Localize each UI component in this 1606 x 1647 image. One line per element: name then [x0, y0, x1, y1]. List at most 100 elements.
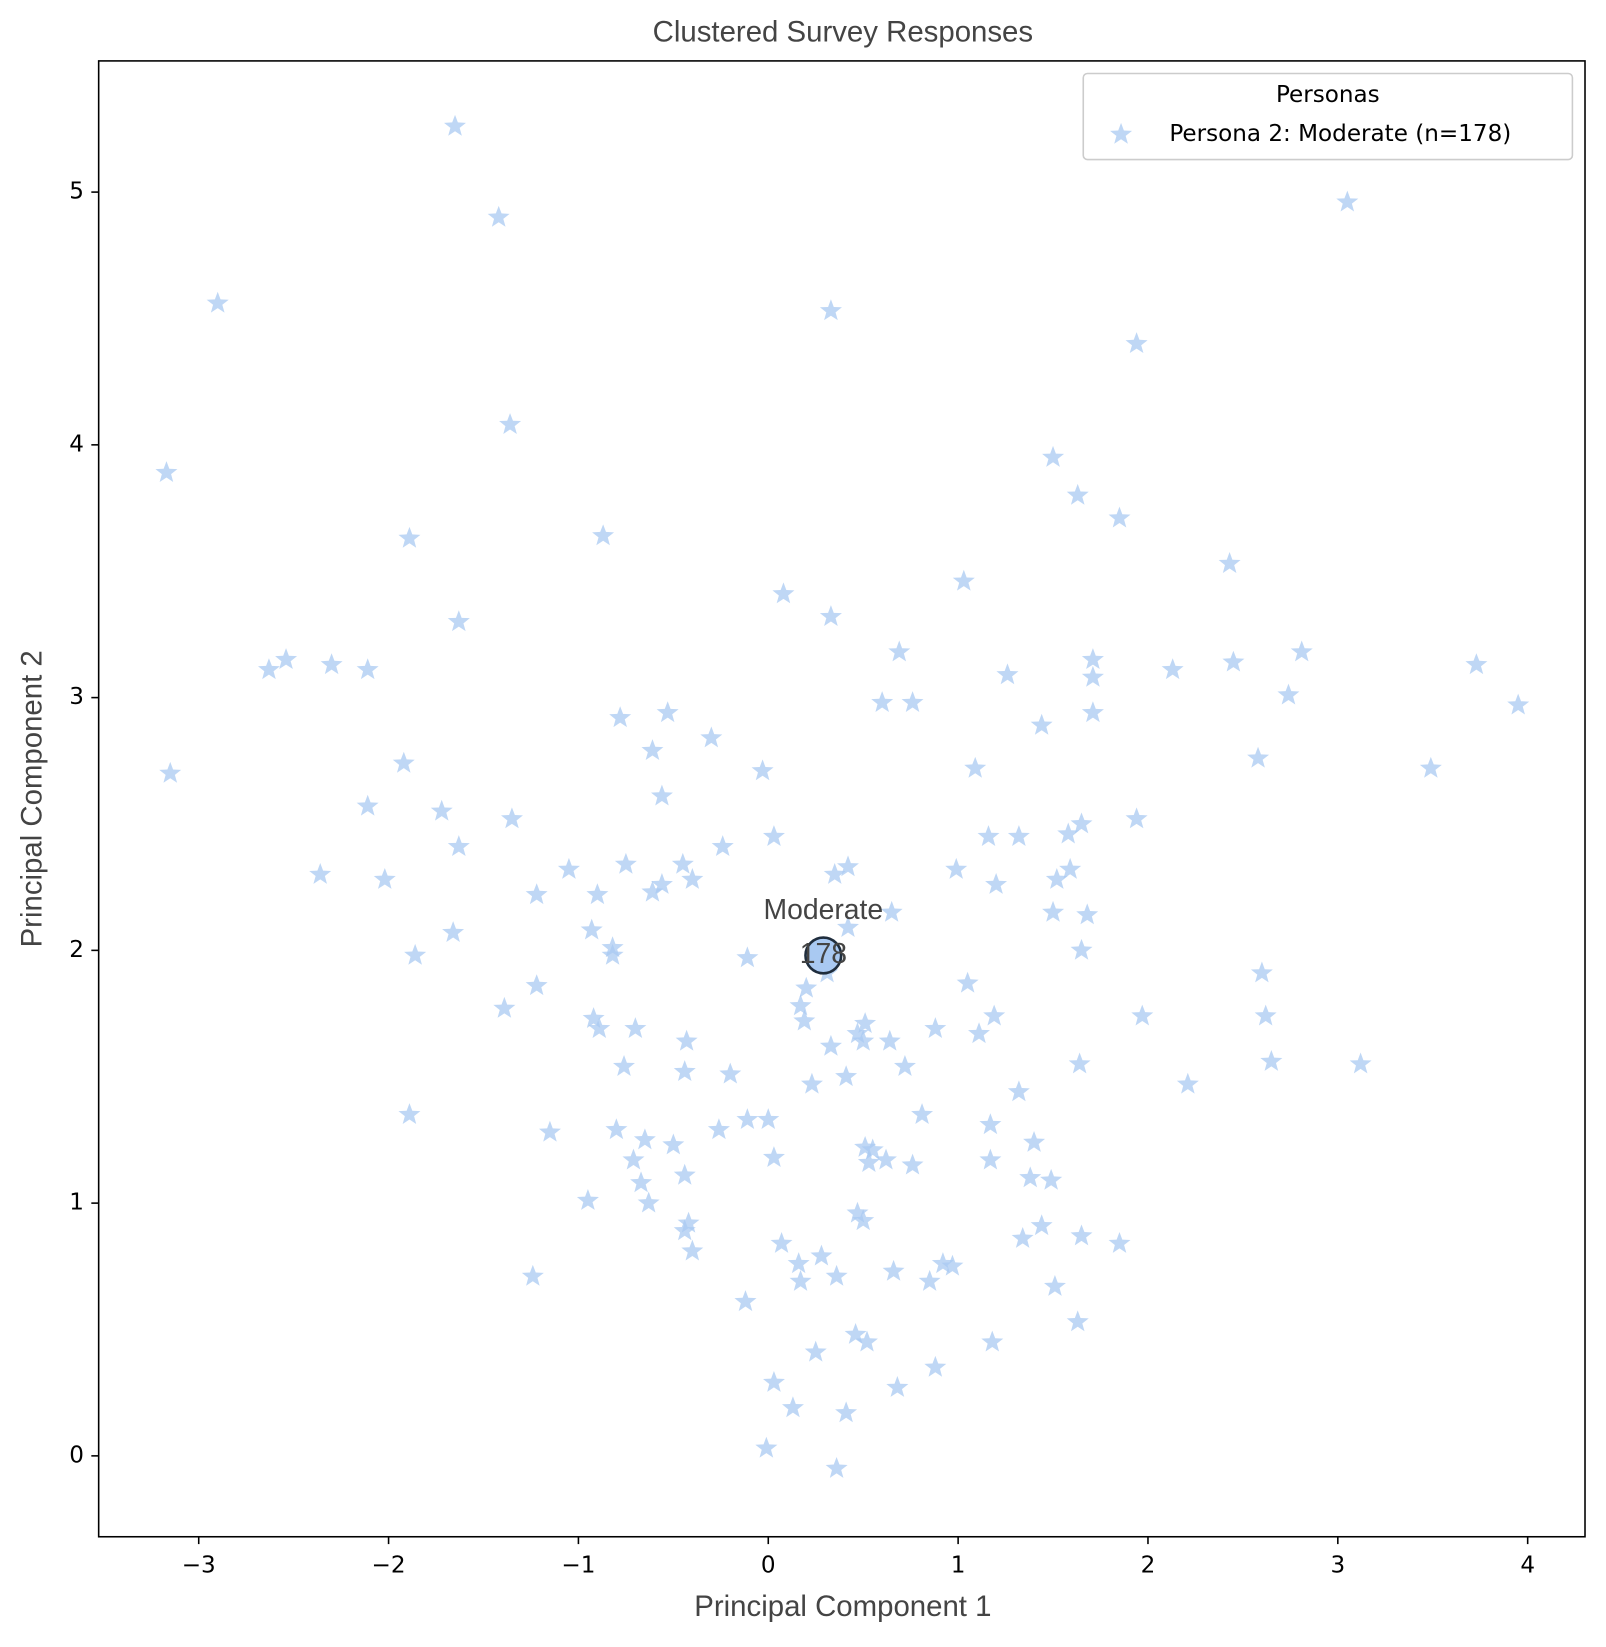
data-point [651, 873, 673, 894]
data-point [880, 900, 903, 922]
x-axis-label: Principal Component 1 [694, 1590, 991, 1623]
data-point [1507, 693, 1530, 715]
data-point [755, 1436, 778, 1458]
data-point [770, 1232, 793, 1253]
data-point [1042, 445, 1065, 467]
data-point [979, 1113, 1002, 1135]
data-point [804, 1340, 827, 1362]
data-point [981, 1330, 1004, 1352]
data-point [1023, 1130, 1046, 1152]
data-point [918, 1269, 941, 1291]
data-point [789, 1269, 812, 1291]
data-point [846, 1022, 869, 1044]
data-point [258, 658, 280, 680]
data-point [1040, 1168, 1063, 1190]
data-point [1081, 701, 1104, 723]
data-point [673, 1219, 696, 1241]
data-point [931, 1252, 954, 1274]
data-point [447, 835, 470, 857]
data-point [1068, 1052, 1091, 1074]
centroid [804, 936, 843, 975]
data-point [576, 1188, 599, 1210]
data-point [911, 1103, 934, 1125]
data-point [613, 1055, 635, 1076]
data-point [795, 976, 818, 998]
chart-title: Clustered Survey Responses [653, 15, 1033, 48]
x-tick-label: 1 [951, 1553, 966, 1579]
data-point [736, 1108, 759, 1130]
data-point [979, 1148, 1002, 1170]
data-point [871, 691, 894, 713]
data-point [605, 1118, 628, 1140]
data-point [819, 299, 842, 321]
data-point [1030, 1214, 1053, 1236]
data-point [968, 1022, 990, 1044]
x-tick-label: −1 [561, 1553, 595, 1579]
data-point [1007, 825, 1030, 846]
data-point [996, 663, 1019, 685]
data-point [671, 852, 694, 874]
data-point [373, 868, 396, 889]
x-tick-label: −3 [182, 1553, 216, 1579]
data-point [837, 855, 859, 877]
data-point [894, 1055, 916, 1076]
centroid-count: 178 [800, 938, 847, 970]
data-point [404, 943, 427, 965]
data-point [819, 1034, 842, 1056]
data-point [159, 761, 182, 783]
data-point [787, 1252, 810, 1274]
data-point [734, 1290, 757, 1312]
data-point [888, 640, 911, 662]
data-point [493, 996, 516, 1018]
data-point [487, 205, 510, 227]
data-point [447, 610, 470, 632]
data-point [356, 658, 379, 680]
data-point [1057, 822, 1080, 844]
x-tick-label: 2 [1141, 1553, 1156, 1579]
data-point [442, 921, 465, 943]
data-point [782, 1396, 804, 1418]
data-point [1070, 812, 1093, 834]
data-point [956, 971, 979, 993]
data-point [656, 701, 679, 723]
data-point [1081, 648, 1104, 669]
data-point [763, 1146, 785, 1167]
data-point [206, 291, 229, 313]
data-point [1108, 506, 1131, 528]
data-point [977, 825, 1000, 846]
data-point [835, 1401, 858, 1423]
data-point [1070, 1224, 1093, 1246]
data-point [878, 1029, 901, 1051]
data-point [875, 1148, 897, 1170]
data-point [673, 1060, 696, 1081]
data-point [901, 1153, 924, 1175]
data-point [852, 1209, 875, 1231]
data-point [392, 751, 415, 773]
data-point [952, 569, 975, 591]
data-point [681, 868, 704, 889]
data-point [525, 974, 548, 996]
data-point [444, 114, 466, 136]
data-point [707, 1118, 730, 1140]
data-point [1066, 483, 1089, 505]
data-point [964, 756, 987, 778]
data-point [586, 883, 609, 905]
data-point [1011, 1226, 1034, 1248]
data-point [309, 862, 332, 884]
data-point [757, 1108, 780, 1130]
y-tick-label: 2 [69, 937, 84, 963]
data-point [641, 880, 664, 902]
data-point [810, 1244, 833, 1266]
data-point [677, 1211, 700, 1233]
data-point [1419, 756, 1442, 778]
data-point [1045, 868, 1068, 889]
data-point [1108, 1232, 1131, 1253]
data-point [1277, 683, 1300, 705]
data-point [155, 461, 178, 483]
data-point [882, 1259, 905, 1281]
data-point [825, 1456, 848, 1478]
data-point [356, 794, 379, 816]
legend-marker [1110, 122, 1133, 144]
